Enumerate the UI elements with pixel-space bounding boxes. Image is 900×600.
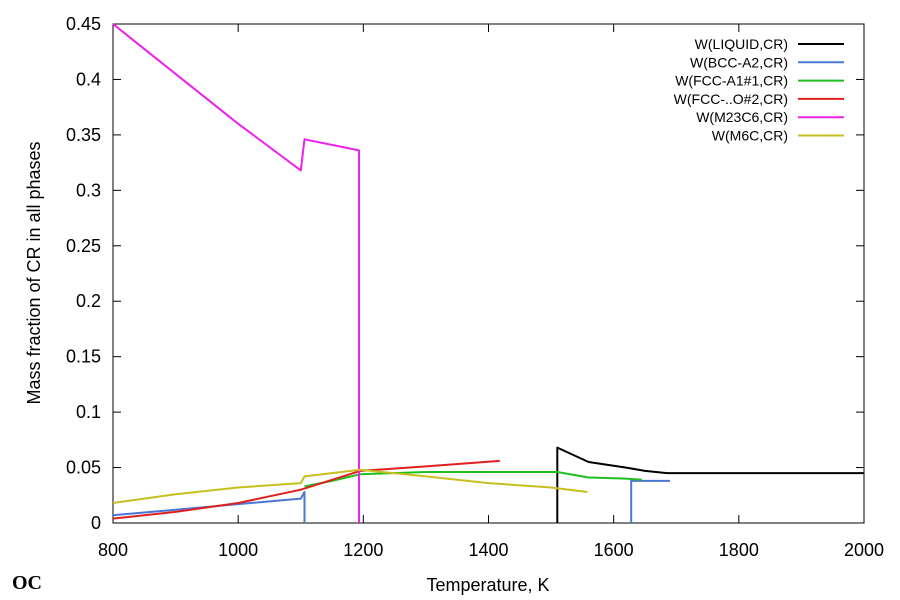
y-tick-label: 0.3 [76, 180, 101, 200]
y-tick-label: 0.2 [76, 291, 101, 311]
legend-item: W(FCC-A1#1,CR) [675, 73, 844, 89]
x-tick-label: 1000 [218, 540, 258, 560]
y-tick-label: 0 [91, 513, 101, 533]
oc-logo: OC [12, 572, 42, 594]
series-line-w-m6c-cr [112, 468, 588, 504]
series-line-w-liquid-cr [556, 446, 864, 523]
x-tick-label: 1800 [719, 540, 759, 560]
legend-item: W(LIQUID,CR) [695, 36, 844, 52]
x-axis-title: Temperature, K [426, 575, 549, 595]
legend-label: W(FCC-A1#1,CR) [675, 73, 788, 89]
legend-item: W(M23C6,CR) [696, 109, 844, 125]
legend-label: W(M6C,CR) [712, 128, 788, 144]
y-tick-label: 0.45 [66, 14, 101, 34]
legend-label: W(BCC-A2,CR) [690, 54, 788, 70]
y-tick-label: 0.1 [76, 402, 101, 422]
y-tick-label: 0.15 [66, 347, 101, 367]
x-tick-label: 1400 [468, 540, 508, 560]
legend-item: W(FCC-..O#2,CR) [674, 91, 844, 107]
legend-item: W(BCC-A2,CR) [690, 54, 844, 70]
series-line-w-fcc-o-2-cr [112, 459, 500, 520]
legend-label: W(M23C6,CR) [696, 109, 788, 125]
y-tick-label: 0.4 [76, 69, 101, 89]
y-tick-label: 0.05 [66, 458, 101, 478]
series-line-w-m23c6-cr [112, 23, 360, 523]
x-tick-label: 1600 [594, 540, 634, 560]
y-axis-title: Mass fraction of CR in all phases [24, 141, 44, 404]
x-tick-label: 1200 [343, 540, 383, 560]
legend-label: W(LIQUID,CR) [695, 36, 788, 52]
legend-label: W(FCC-..O#2,CR) [674, 91, 788, 107]
series-line-w-fcc-a1-1-cr [304, 471, 642, 488]
legend: W(LIQUID,CR) W(BCC-A2,CR) W(FCC-A1#1,CR) W(… [674, 36, 844, 144]
y-tick-label: 0.25 [66, 236, 101, 256]
axis-ticks: 800 1000 1200 1400 1600 1800 2000 0 0.05 0.1 0.15 0… [66, 14, 884, 560]
x-tick-label: 800 [98, 540, 128, 560]
x-tick-label: 2000 [844, 540, 884, 560]
series-line-w-bcc-a2-cr-segment [630, 479, 670, 523]
series-lines [112, 23, 864, 523]
legend-item: W(M6C,CR) [712, 128, 844, 144]
y-tick-label: 0.35 [66, 125, 101, 145]
series-line-w-bcc-a2-cr [112, 491, 306, 523]
